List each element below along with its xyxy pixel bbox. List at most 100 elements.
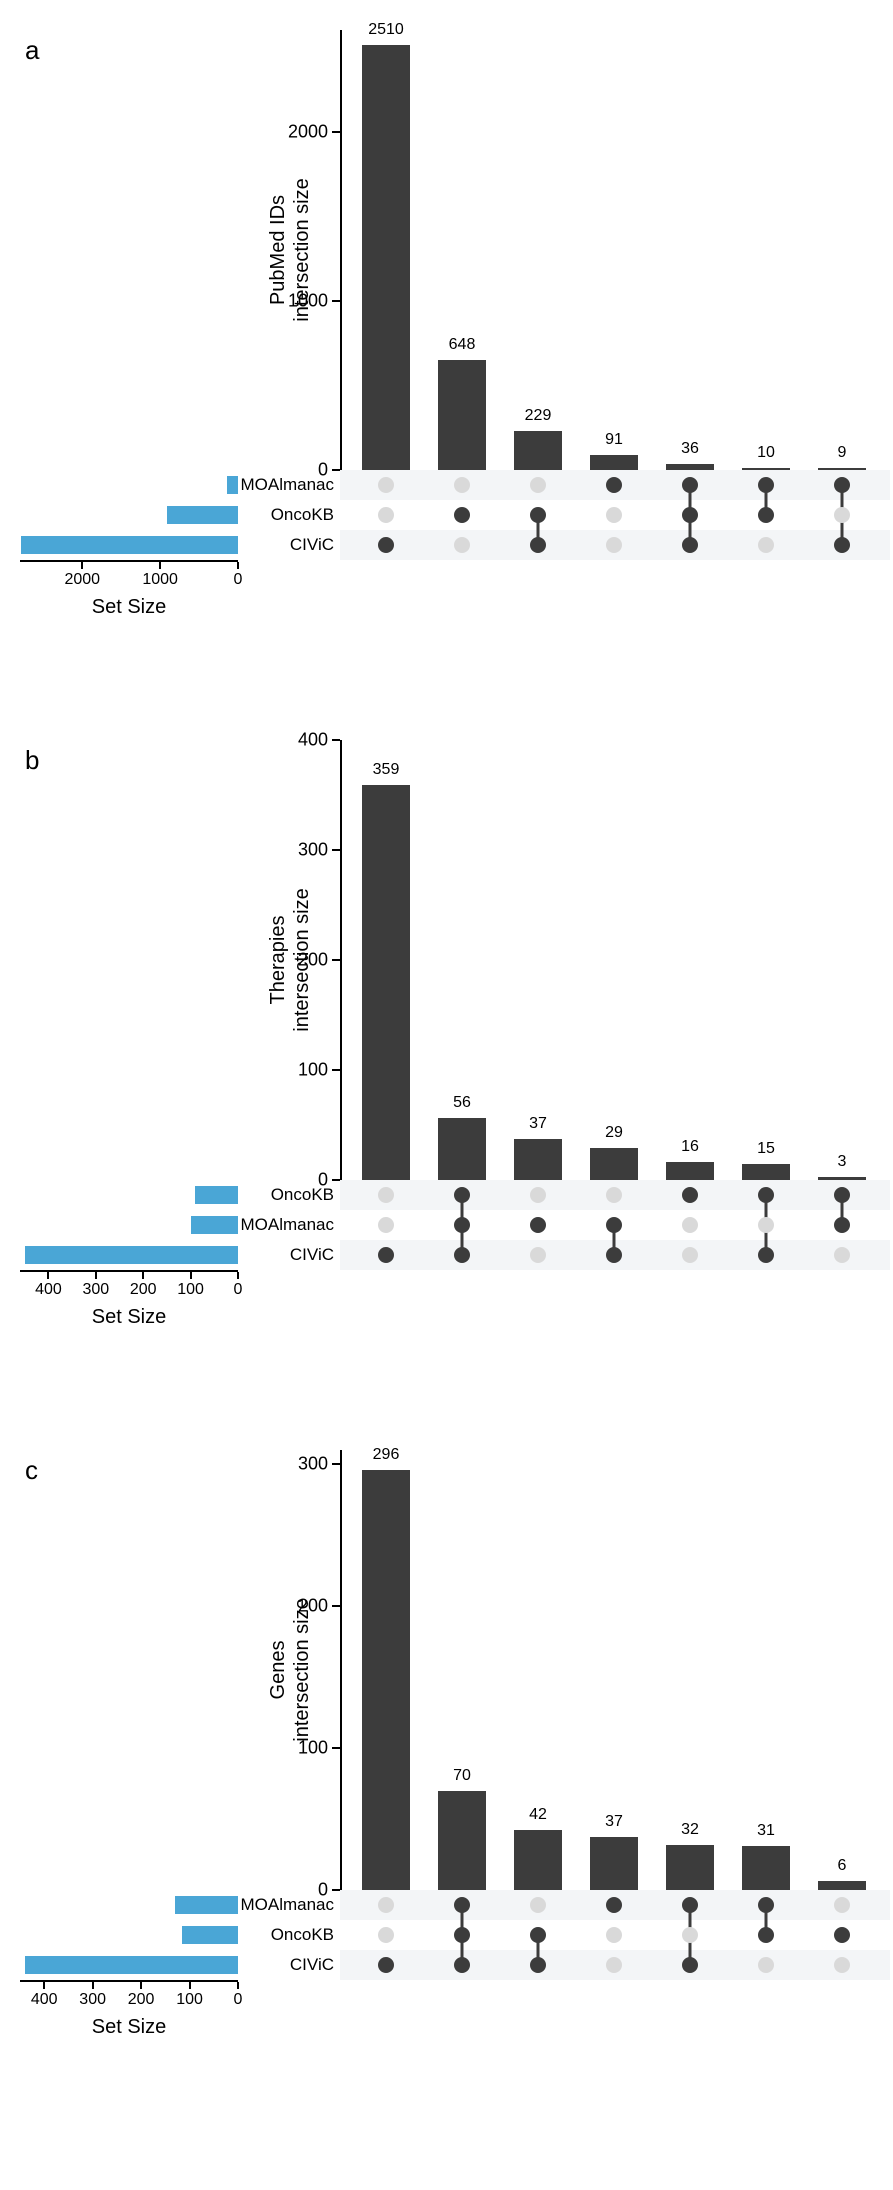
panel-label: c — [25, 1455, 38, 1486]
panel-c: cGenes intersection size0100200300296704… — [20, 1450, 873, 2050]
y-tick-label: 1000 — [288, 290, 328, 311]
dot-empty — [606, 537, 622, 553]
set-size-chart: 0100200300400Set Size — [20, 1180, 238, 1310]
bar-rect: 15 — [742, 1164, 790, 1181]
intersection-bar-chart: PubMed IDs intersection size010002000251… — [340, 30, 890, 470]
x-tick — [95, 1272, 97, 1279]
dot-empty — [530, 477, 546, 493]
set-size-chart: 010002000Set Size — [20, 470, 238, 600]
dot-empty — [758, 1957, 774, 1973]
dot-empty — [606, 1957, 622, 1973]
bar-value: 91 — [605, 431, 623, 449]
y-tick — [332, 131, 340, 133]
set-labels: MOAlmanacOncoKBCIViC — [240, 1890, 340, 1980]
bar-rect: 91 — [590, 455, 638, 470]
x-tick — [237, 562, 239, 569]
dot-empty — [378, 1217, 394, 1233]
set-size-bar — [167, 506, 238, 524]
x-tick — [92, 1982, 94, 1989]
x-tick-label: 100 — [176, 1991, 203, 2009]
bar-rect: 42 — [514, 1830, 562, 1890]
set-size-bar — [21, 536, 238, 554]
bar-rect: 16 — [666, 1162, 714, 1180]
bar-value: 31 — [757, 1822, 775, 1840]
set-size-axis: 0100200300400 — [20, 1980, 238, 2020]
dot-filled — [530, 1957, 546, 1973]
dot-empty — [378, 477, 394, 493]
x-tick-label: 200 — [130, 1281, 157, 1299]
bar-rect: 29 — [590, 1148, 638, 1180]
panel-a: aPubMed IDs intersection size01000200025… — [20, 30, 873, 630]
plot-area: 35956372916153 — [342, 740, 890, 1180]
set-size-plot — [20, 470, 238, 560]
dot-matrix — [340, 1890, 890, 1980]
panel-label: a — [25, 35, 39, 66]
dot-filled — [530, 507, 546, 523]
x-tick — [237, 1272, 239, 1279]
set-label: OncoKB — [240, 1920, 340, 1950]
dot-filled — [758, 477, 774, 493]
x-tick — [43, 1982, 45, 1989]
set-size-chart: 0100200300400Set Size — [20, 1890, 238, 2020]
dot-empty — [834, 1957, 850, 1973]
x-tick-label: 2000 — [64, 571, 100, 589]
y-tick-label: 200 — [298, 1596, 328, 1617]
dot-filled — [682, 507, 698, 523]
dot-empty — [378, 1897, 394, 1913]
dot-empty — [682, 1217, 698, 1233]
bar-rect: 296 — [362, 1470, 410, 1890]
dot-filled — [530, 1217, 546, 1233]
dot-empty — [682, 1247, 698, 1263]
dot-empty — [378, 1187, 394, 1203]
y-tick-label: 100 — [298, 1738, 328, 1759]
set-size-bar — [25, 1246, 238, 1264]
set-label: MOAlmanac — [240, 470, 340, 500]
dot-filled — [834, 1217, 850, 1233]
dot-filled — [758, 507, 774, 523]
x-tick — [190, 1272, 192, 1279]
bar-rect: 32 — [666, 1845, 714, 1890]
bar-rect: 2510 — [362, 45, 410, 470]
bar-value: 56 — [453, 1094, 471, 1112]
bar-value: 37 — [605, 1813, 623, 1831]
x-tick-label: 300 — [82, 1281, 109, 1299]
y-tick-label: 300 — [298, 840, 328, 861]
x-tick — [81, 562, 83, 569]
x-tick-label: 300 — [79, 1991, 106, 2009]
bar-value: 36 — [681, 440, 699, 458]
set-labels: MOAlmanacOncoKBCIViC — [240, 470, 340, 560]
bar-value: 37 — [529, 1115, 547, 1133]
dot-filled — [454, 1217, 470, 1233]
set-size-plot — [20, 1180, 238, 1270]
bar-value: 70 — [453, 1767, 471, 1785]
dot-filled — [378, 1957, 394, 1973]
y-tick-label: 2000 — [288, 121, 328, 142]
set-size-bar — [191, 1216, 238, 1234]
dot-filled — [606, 477, 622, 493]
dot-matrix — [340, 470, 890, 560]
dot-empty — [606, 1187, 622, 1203]
set-size-plot — [20, 1890, 238, 1980]
x-tick-label: 0 — [234, 1991, 243, 2009]
x-tick-label: 400 — [35, 1281, 62, 1299]
bar-value: 359 — [373, 761, 400, 779]
x-tick-label: 0 — [234, 571, 243, 589]
dot-filled — [454, 1927, 470, 1943]
set-label: CIViC — [240, 1240, 340, 1270]
dot-filled — [454, 1897, 470, 1913]
dot-empty — [606, 1927, 622, 1943]
y-tick-label: 400 — [298, 730, 328, 751]
set-labels: OncoKBMOAlmanacCIViC — [240, 1180, 340, 1270]
dot-empty — [682, 1927, 698, 1943]
set-size-bar — [227, 476, 238, 494]
bar-value: 2510 — [368, 21, 404, 39]
dot-empty — [378, 1927, 394, 1943]
dot-filled — [454, 1247, 470, 1263]
bar-value: 6 — [838, 1857, 847, 1875]
dot-empty — [454, 537, 470, 553]
y-tick — [332, 739, 340, 741]
panel-b: bTherapies intersection size010020030040… — [20, 740, 873, 1340]
set-size-axis: 010002000 — [20, 560, 238, 600]
y-tick — [332, 1069, 340, 1071]
set-size-bar — [175, 1896, 238, 1914]
